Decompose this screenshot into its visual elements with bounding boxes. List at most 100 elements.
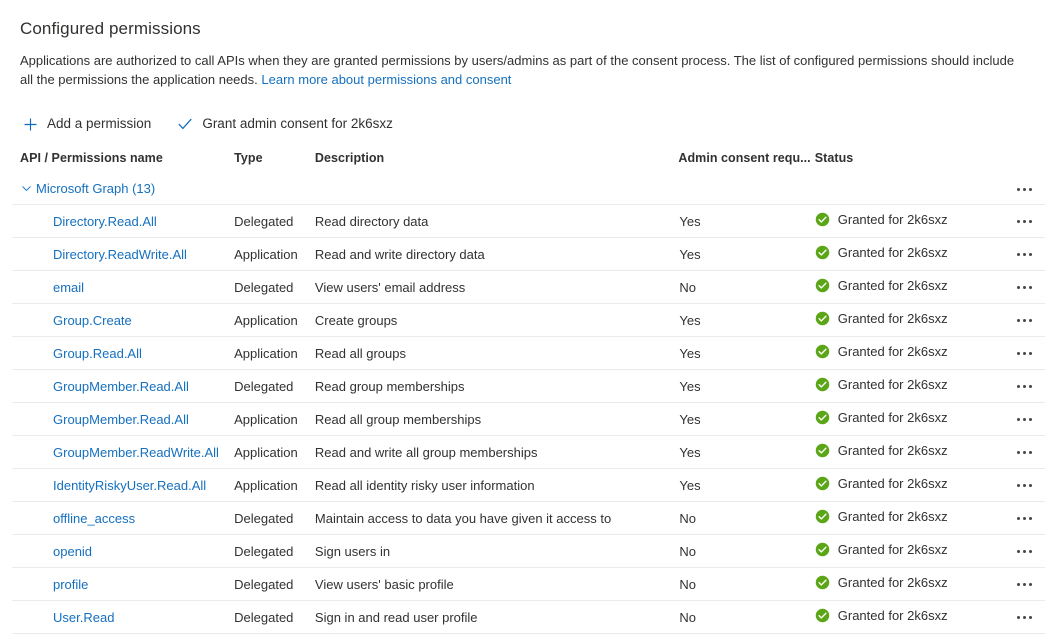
api-group-cell: Microsoft Graph (13): [12, 174, 991, 205]
permission-status-cell: Granted for 2k6sxz: [814, 402, 992, 436]
more-options-icon[interactable]: [1007, 242, 1041, 266]
status-label: Granted for 2k6sxz: [837, 410, 948, 425]
permission-name-link[interactable]: offline_access: [53, 510, 136, 526]
table-row[interactable]: GroupMember.Read.All Delegated Read grou…: [12, 369, 1045, 403]
permission-name-link[interactable]: email: [53, 279, 85, 295]
admin-consent-required-cell: No: [673, 600, 815, 634]
permission-name-cell: IdentityRiskyUser.Read.All: [12, 468, 235, 502]
admin-consent-required-cell: Yes: [673, 435, 815, 469]
permission-type-cell: Application: [234, 468, 315, 502]
row-actions-cell: [991, 435, 1045, 469]
more-options-icon[interactable]: [1007, 209, 1041, 233]
more-options-icon[interactable]: [1007, 407, 1041, 431]
permission-name-link[interactable]: openid: [53, 543, 93, 559]
granted-check-icon: [815, 542, 830, 557]
api-group-toggle[interactable]: Microsoft Graph (13): [12, 181, 155, 196]
permission-name-cell: Group.Read.All: [12, 336, 235, 370]
row-actions-cell: [991, 468, 1045, 502]
more-options-icon[interactable]: [1007, 341, 1041, 365]
permission-type-cell: Delegated: [234, 501, 315, 535]
permission-description-cell: Create groups: [314, 303, 674, 337]
permission-status-cell: Granted for 2k6sxz: [814, 501, 992, 535]
add-permission-label: Add a permission: [47, 116, 152, 131]
row-actions-cell: [991, 402, 1045, 436]
status-label: Granted for 2k6sxz: [837, 443, 948, 458]
table-row[interactable]: Group.Read.All Application Read all grou…: [12, 336, 1045, 370]
permission-name-link[interactable]: Group.Create: [53, 312, 132, 328]
table-row[interactable]: Directory.ReadWrite.All Application Read…: [12, 237, 1045, 271]
table-row[interactable]: IdentityRiskyUser.Read.All Application R…: [12, 468, 1045, 502]
table-header-row: API / Permissions name Type Description …: [12, 151, 1045, 174]
permission-type-cell: Application: [234, 336, 315, 370]
learn-more-link[interactable]: Learn more about permissions and consent: [261, 72, 512, 87]
permission-name-link[interactable]: Group.Read.All: [53, 345, 142, 361]
permission-name-link[interactable]: IdentityRiskyUser.Read.All: [53, 477, 207, 493]
status-label: Granted for 2k6sxz: [837, 542, 948, 557]
permission-type-cell: Delegated: [234, 600, 315, 634]
permission-description-cell: View users' email address: [314, 270, 674, 304]
permission-name-cell: email: [12, 270, 235, 304]
admin-consent-required-cell: Yes: [673, 303, 815, 337]
permission-type-cell: Delegated: [234, 534, 315, 568]
row-actions-cell: [991, 237, 1045, 271]
more-options-icon[interactable]: [1007, 440, 1041, 464]
more-options-icon[interactable]: [1007, 473, 1041, 497]
permission-name-link[interactable]: profile: [53, 576, 89, 592]
more-options-icon[interactable]: [1007, 177, 1041, 201]
table-row[interactable]: email Delegated View users' email addres…: [12, 270, 1045, 304]
row-actions-cell: [991, 303, 1045, 337]
column-header-status: Status: [814, 151, 854, 165]
row-actions-cell: [991, 567, 1045, 601]
permission-name-link[interactable]: Directory.Read.All: [53, 213, 157, 229]
more-options-icon[interactable]: [1007, 275, 1041, 299]
permission-name-cell: Directory.Read.All: [12, 204, 235, 238]
permission-name-link[interactable]: GroupMember.ReadWrite.All: [53, 444, 219, 460]
status-badge: Granted for 2k6sxz: [815, 377, 948, 392]
more-options-icon[interactable]: [1007, 308, 1041, 332]
table-row[interactable]: Group.Create Application Create groups Y…: [12, 303, 1045, 337]
table-row[interactable]: GroupMember.ReadWrite.All Application Re…: [12, 435, 1045, 469]
table-row[interactable]: GroupMember.Read.All Application Read al…: [12, 402, 1045, 436]
permission-status-cell: Granted for 2k6sxz: [814, 435, 992, 469]
permission-description-cell: Read and write directory data: [314, 237, 674, 271]
api-group-label[interactable]: Microsoft Graph (13): [36, 180, 156, 196]
permission-type-cell: Application: [234, 237, 315, 271]
granted-check-icon: [815, 344, 830, 359]
permission-name-link[interactable]: GroupMember.Read.All: [53, 378, 189, 394]
table-row[interactable]: profile Delegated View users' basic prof…: [12, 567, 1045, 601]
add-permission-button[interactable]: Add a permission: [20, 113, 153, 135]
admin-consent-required-cell: No: [673, 501, 815, 535]
table-row[interactable]: openid Delegated Sign users in No Grante…: [12, 534, 1045, 568]
table-row[interactable]: offline_access Delegated Maintain access…: [12, 501, 1045, 535]
status-badge: Granted for 2k6sxz: [815, 509, 948, 524]
more-options-icon[interactable]: [1007, 374, 1041, 398]
admin-consent-required-cell: No: [673, 534, 815, 568]
more-options-icon[interactable]: [1007, 539, 1041, 563]
admin-consent-required-cell: Yes: [673, 237, 815, 271]
status-label: Granted for 2k6sxz: [837, 575, 948, 590]
more-options-icon[interactable]: [1007, 572, 1041, 596]
table-row[interactable]: Directory.Read.All Delegated Read direct…: [12, 204, 1045, 238]
status-badge: Granted for 2k6sxz: [815, 410, 948, 425]
permission-name-cell: Directory.ReadWrite.All: [12, 237, 235, 271]
permission-status-cell: Granted for 2k6sxz: [814, 237, 992, 271]
row-actions-cell: [991, 204, 1045, 238]
grant-admin-consent-button[interactable]: Grant admin consent for 2k6sxz: [175, 113, 395, 135]
permission-name-cell: openid: [12, 534, 235, 568]
permission-name-link[interactable]: GroupMember.Read.All: [53, 411, 189, 427]
status-label: Granted for 2k6sxz: [837, 278, 948, 293]
table-row[interactable]: User.Read Delegated Sign in and read use…: [12, 600, 1045, 634]
permission-name-link[interactable]: Directory.ReadWrite.All: [53, 246, 187, 262]
status-label: Granted for 2k6sxz: [837, 344, 948, 359]
more-options-icon[interactable]: [1007, 506, 1041, 530]
permission-description-cell: Read group memberships: [314, 369, 674, 403]
permission-name-link[interactable]: User.Read: [53, 609, 115, 625]
permission-status-cell: Granted for 2k6sxz: [814, 600, 992, 634]
status-badge: Granted for 2k6sxz: [815, 311, 948, 326]
permission-name-cell: Group.Create: [12, 303, 235, 337]
more-options-icon[interactable]: [1007, 605, 1041, 629]
api-group-row[interactable]: Microsoft Graph (13): [12, 174, 1045, 205]
granted-check-icon: [815, 575, 830, 590]
status-label: Granted for 2k6sxz: [837, 377, 948, 392]
column-header-actions: [991, 151, 1045, 174]
